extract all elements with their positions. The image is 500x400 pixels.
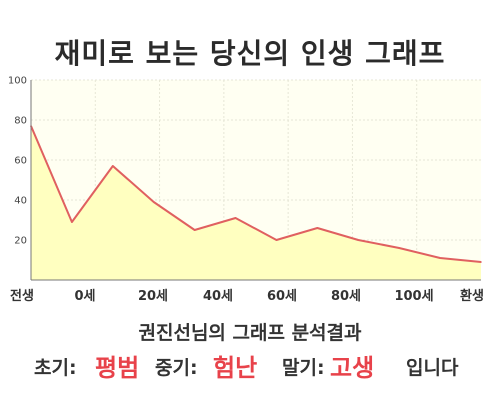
late-value: 고생	[330, 354, 375, 382]
x-tick-label: 0세	[74, 289, 95, 304]
data-point	[439, 257, 441, 259]
y-tick-label: 100	[8, 76, 27, 87]
x-tick-label: 20세	[138, 289, 168, 304]
chart-title: 재미로 보는 당신의 인생 그래프	[54, 37, 446, 70]
data-point	[234, 217, 237, 219]
y-tick-label: 20	[14, 236, 27, 247]
data-point	[112, 165, 114, 167]
mid-value: 험난	[213, 354, 258, 382]
area-fill	[31, 126, 481, 280]
analysis-title: 권진선님의 그래프 분석결과	[138, 322, 362, 344]
x-tick-label: 60세	[267, 289, 297, 304]
data-point	[71, 221, 73, 223]
data-point	[193, 229, 196, 231]
x-tick-label: 100세	[394, 289, 433, 304]
data-point	[398, 247, 400, 249]
series-line	[30, 125, 482, 263]
data-point	[152, 201, 155, 203]
y-tick-label: 60	[14, 156, 27, 167]
life-graph-chart: 20 40 60 80 100 전생 0세 20세 40세 60세 80세 100세 환생	[8, 76, 484, 305]
y-tick-label: 40	[14, 196, 27, 207]
x-tick-label: 40세	[203, 289, 233, 304]
data-point	[316, 227, 319, 229]
x-tick-label: 80세	[331, 289, 361, 304]
data-point	[357, 239, 360, 241]
data-point	[275, 239, 278, 241]
ending-text: 입니다	[406, 357, 459, 379]
late-label: 말기:	[282, 357, 325, 379]
early-value: 평범	[95, 354, 140, 382]
mid-label: 중기:	[155, 357, 198, 379]
data-point	[480, 261, 482, 263]
analysis-result: 초기: 평범 중기: 험난 말기: 고생 입니다	[0, 345, 500, 385]
early-label: 초기:	[34, 357, 77, 379]
x-tick-label: 전생	[10, 288, 34, 304]
x-tick-label: 환생	[460, 288, 484, 304]
y-tick-label: 80	[14, 116, 27, 127]
